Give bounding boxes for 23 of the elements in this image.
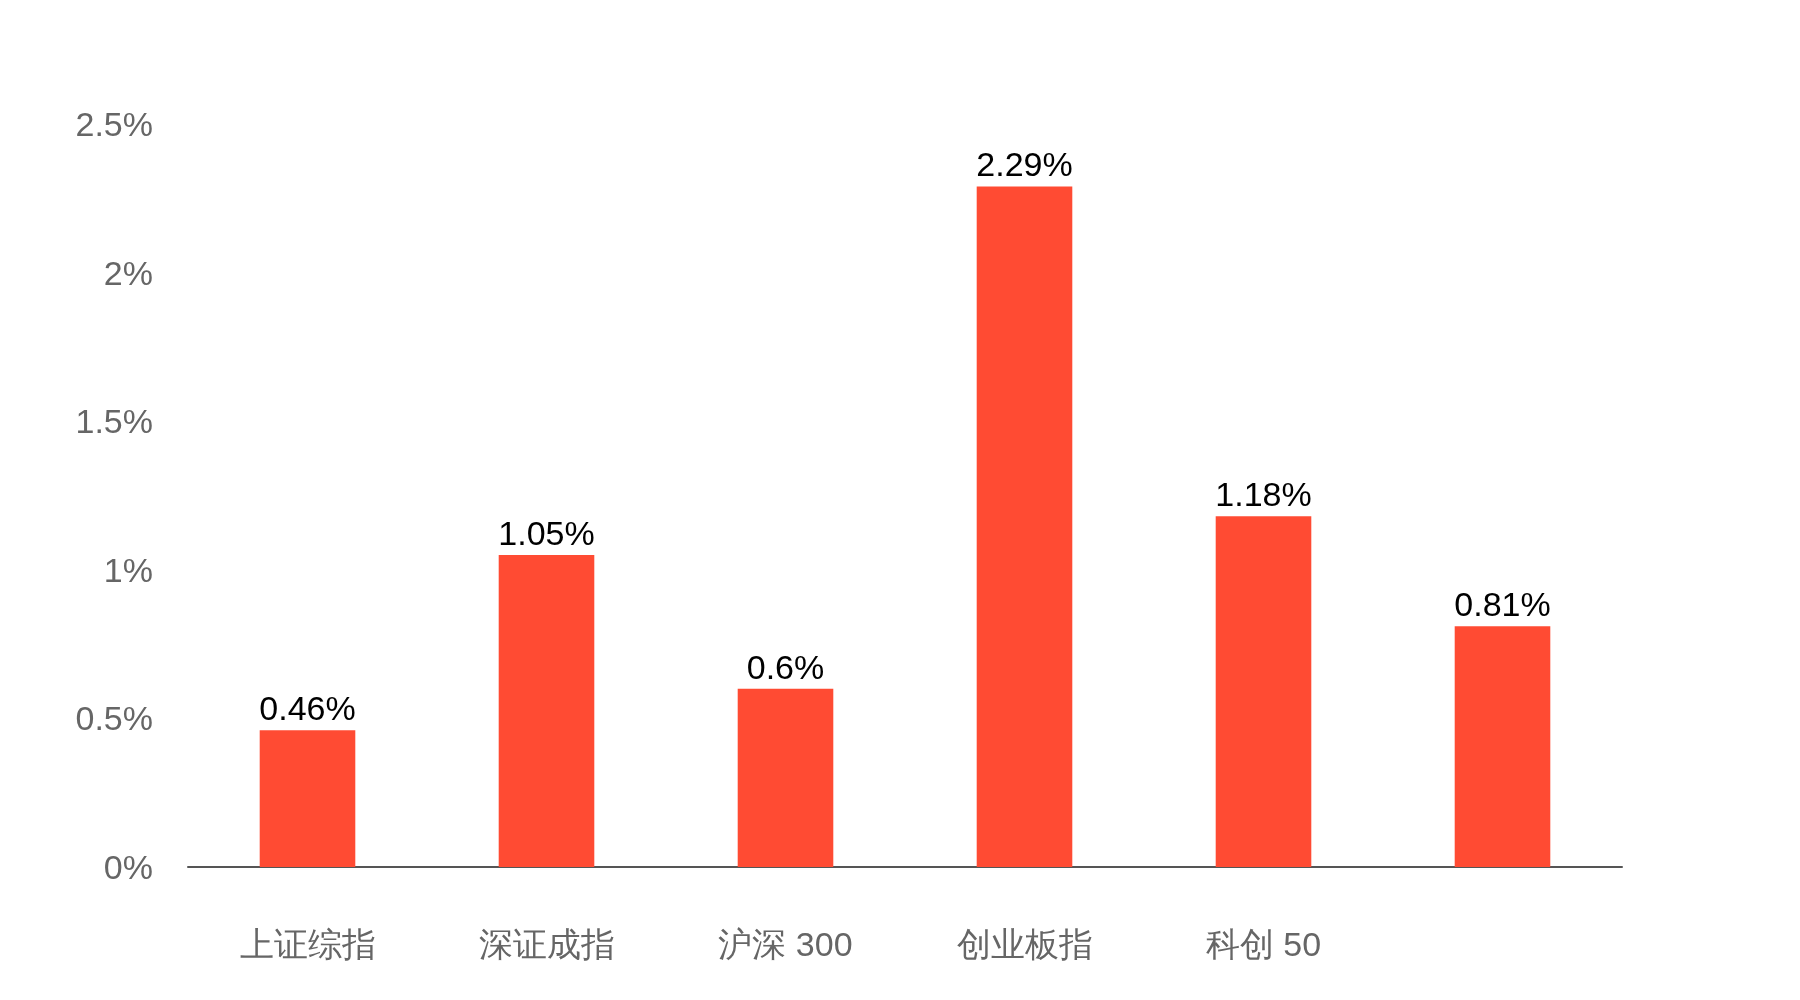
x-tick-label: 科创 50 (1205, 925, 1322, 963)
y-tick-label: 2.5% (75, 105, 153, 143)
y-tick-label: 0% (103, 848, 153, 886)
x-tick-label: 上证综指 (239, 925, 376, 963)
bar (976, 186, 1073, 867)
data-label: 2.29% (976, 145, 1073, 184)
y-tick-label: 1% (103, 550, 153, 589)
data-label: 0.46% (259, 689, 356, 728)
y-tick-label: 2% (103, 253, 153, 292)
bar (259, 730, 356, 867)
data-label: 0.81% (1454, 585, 1551, 624)
data-label: 0.6% (746, 647, 825, 686)
x-tick-label: 创业板指 (956, 925, 1093, 963)
y-tick-label: 1.5% (75, 402, 153, 441)
x-tick-label: 沪深 300 (718, 925, 853, 963)
bar (737, 688, 834, 867)
y-tick-label: 0.5% (75, 699, 153, 738)
bar (498, 554, 595, 867)
data-label: 1.18% (1215, 475, 1312, 514)
data-label: 1.05% (498, 513, 595, 552)
bar (1215, 516, 1312, 867)
x-tick-label: 深证成指 (478, 925, 615, 963)
bar (1454, 626, 1551, 867)
